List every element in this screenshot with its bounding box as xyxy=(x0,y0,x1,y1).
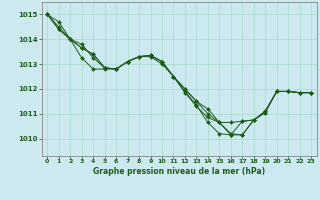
X-axis label: Graphe pression niveau de la mer (hPa): Graphe pression niveau de la mer (hPa) xyxy=(93,167,265,176)
